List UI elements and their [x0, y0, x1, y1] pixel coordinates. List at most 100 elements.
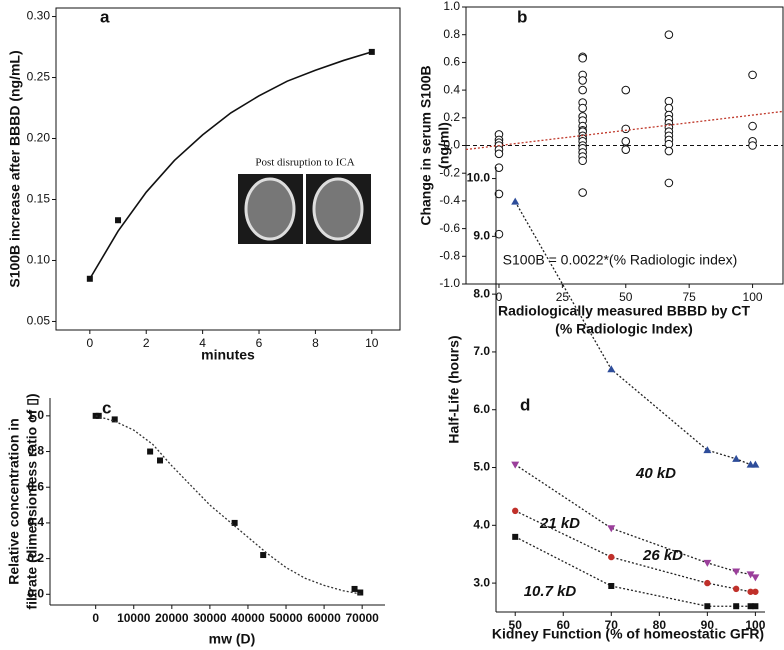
y-axis-label: (ng/ml) — [436, 122, 452, 169]
series-label: 26 kD — [642, 547, 683, 564]
x-tick-label: 40000 — [231, 611, 265, 625]
point — [494, 149, 504, 159]
x-tick-label: 4 — [199, 336, 206, 350]
x-axis-label: mw (D) — [209, 631, 256, 647]
point — [748, 121, 757, 131]
y-axis-label: Half-Life (hours) — [446, 335, 462, 443]
x-tick-label: 70 — [605, 618, 619, 632]
y-tick-label: 0.6 — [27, 479, 44, 493]
y-tick-label: 0.10 — [27, 253, 51, 267]
y-tick-label: -0.4 — [439, 193, 460, 207]
x-tick-label: 25 — [556, 290, 570, 304]
y-tick-label: 0.0 — [27, 586, 44, 600]
point — [732, 585, 740, 593]
point — [578, 85, 587, 95]
panel-label: d — [520, 395, 530, 414]
y-tick-label: 0.8 — [27, 444, 44, 458]
y-tick-label: 8.0 — [473, 286, 490, 300]
x-axis-label: Radiologically measured BBBD by CT — [498, 303, 751, 319]
point — [95, 412, 102, 419]
x-tick-label: 0 — [86, 336, 93, 350]
point — [147, 448, 154, 455]
y-tick-label: 0.4 — [27, 515, 44, 529]
point — [494, 189, 504, 199]
x-tick-label: 75 — [682, 290, 696, 304]
series-label: 21 kD — [539, 515, 580, 532]
x-tick-label: 100 — [743, 290, 763, 304]
y-axis-label: Change in serum S100B — [418, 65, 434, 225]
y-tick-label: 9.0 — [473, 229, 490, 243]
point — [512, 533, 519, 540]
x-tick-label: 10 — [365, 336, 379, 350]
point — [746, 571, 755, 579]
x-axis-label: minutes — [201, 347, 255, 363]
point — [578, 188, 587, 197]
point — [608, 582, 615, 589]
fit-line — [514, 536, 756, 607]
point — [607, 365, 616, 373]
y-tick-label: 1.0 — [27, 408, 44, 422]
y-tick-label: 4.0 — [473, 517, 490, 531]
point — [752, 603, 759, 610]
panel-label: c — [102, 398, 111, 417]
fit-line — [465, 110, 784, 151]
fit-line — [514, 464, 756, 578]
x-tick-label: 0 — [496, 290, 503, 304]
point — [733, 603, 740, 610]
x-tick-label: 2 — [143, 336, 150, 350]
panel-label: b — [517, 7, 527, 26]
point — [732, 568, 741, 576]
panel-label: a — [100, 7, 110, 26]
point — [748, 70, 757, 80]
y-tick-label: 5.0 — [473, 460, 490, 474]
y-tick-label: 1.0 — [443, 0, 460, 13]
y-axis-label: filtrate (dimensionless ratio of ▯) — [24, 393, 40, 609]
point — [704, 603, 711, 610]
y-axis-label: Relative concentration in — [6, 418, 22, 584]
x-tick-label: 0 — [92, 611, 99, 625]
y-tick-label: 0.05 — [27, 314, 51, 328]
point — [621, 124, 631, 134]
y-axis-label: S100B increase after BBBD (ng/mL) — [7, 50, 23, 287]
series-label: 40 kD — [635, 465, 676, 482]
x-tick-label: 6 — [256, 336, 263, 350]
point — [231, 519, 238, 526]
annotation: S100B = 0.0022*(% Radiologic index) — [503, 252, 738, 268]
x-tick-label: 60 — [557, 618, 571, 632]
y-tick-label: 10.0 — [467, 171, 491, 185]
ct-brain — [312, 177, 364, 241]
point — [512, 507, 519, 515]
fit-line — [95, 415, 363, 595]
y-tick-label: 0.20 — [27, 131, 51, 145]
ct-brain — [244, 177, 296, 241]
x-axis-label: Kidney Function (% of homeostatic GFR) — [492, 626, 764, 642]
point — [621, 137, 631, 146]
y-tick-label: 0.2 — [27, 551, 44, 565]
x-tick-label: 30000 — [193, 611, 227, 625]
point — [752, 588, 759, 595]
point — [511, 461, 520, 469]
point — [607, 525, 616, 533]
point — [578, 76, 587, 85]
point — [494, 229, 504, 239]
x-tick-label: 90 — [701, 618, 715, 632]
point — [747, 588, 754, 595]
x-tick-label: 50 — [509, 618, 523, 632]
x-tick-label: 50 — [619, 290, 633, 304]
y-tick-label: 0.0 — [443, 138, 460, 152]
point — [751, 460, 760, 468]
y-tick-label: 7.0 — [473, 344, 490, 358]
point — [732, 454, 741, 462]
y-tick-label: -1.0 — [439, 276, 460, 290]
x-tick-label: 60000 — [307, 611, 341, 625]
point — [747, 603, 754, 610]
point — [664, 146, 674, 156]
point — [578, 103, 587, 113]
y-tick-label: -0.2 — [439, 165, 460, 179]
x-tick-label: 20000 — [155, 611, 189, 625]
plot-frame — [55, 7, 401, 331]
y-tick-label: 0.2 — [443, 110, 460, 124]
point — [511, 197, 520, 205]
y-tick-label: 0.6 — [443, 55, 460, 69]
